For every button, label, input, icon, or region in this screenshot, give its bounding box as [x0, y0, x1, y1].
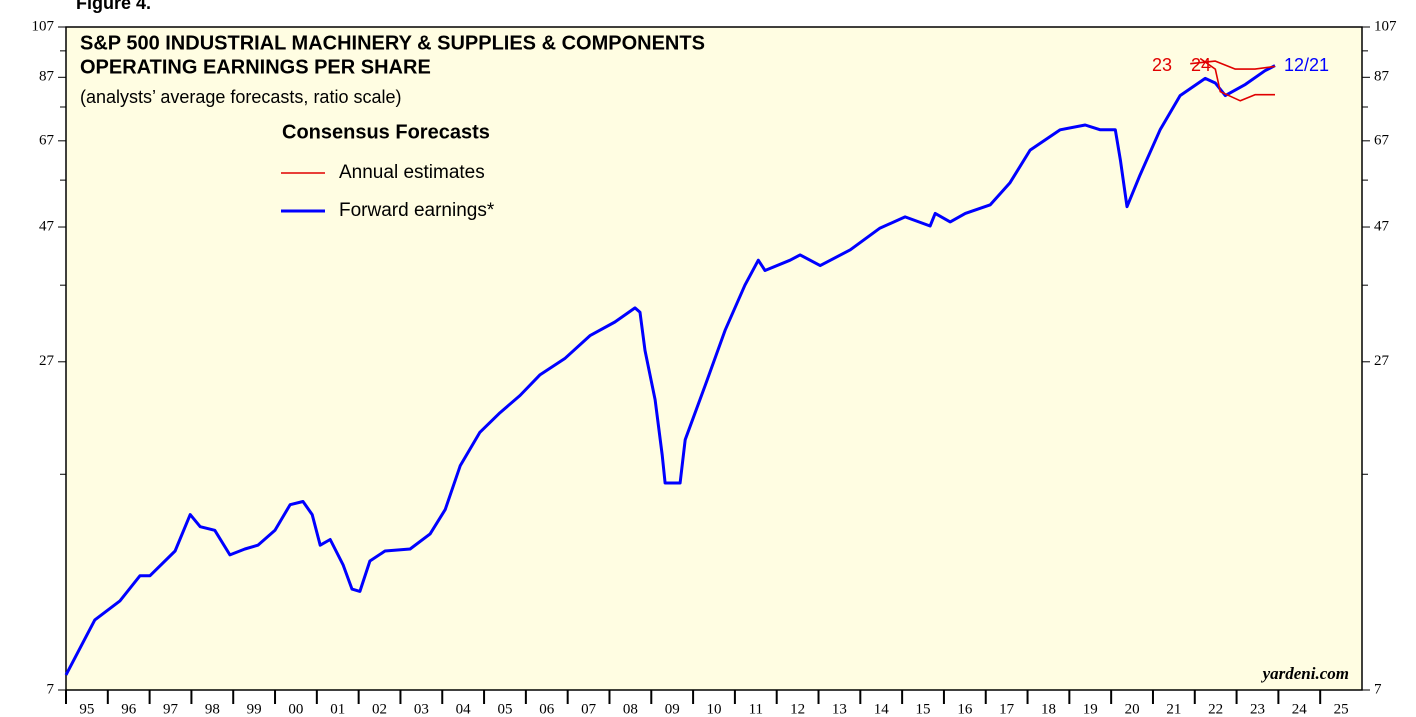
x-tick-label: 02: [372, 701, 387, 717]
x-tick-label: 03: [414, 701, 429, 717]
x-tick-label: 18: [1041, 701, 1056, 717]
y-tick-label: 7: [47, 681, 55, 697]
x-tick-label: 14: [874, 701, 890, 717]
x-tick-label: 98: [205, 701, 220, 717]
x-tick-label: 01: [330, 701, 345, 717]
x-tick-label: 19: [1083, 701, 1098, 717]
x-tick-label: 00: [288, 701, 303, 717]
y-tick-label: 87: [39, 69, 55, 85]
x-tick-label: 04: [456, 701, 472, 717]
x-tick-label: 99: [247, 701, 262, 717]
figure-label: Figure 4.: [76, 0, 151, 13]
y2-tick-label: 87: [1374, 69, 1390, 85]
legend-label: Forward earnings*: [339, 200, 495, 221]
chart-subtitle: (analysts’ average forecasts, ratio scal…: [80, 87, 401, 107]
x-tick-label: 13: [832, 701, 847, 717]
x-tick-label: 12: [790, 701, 805, 717]
y-tick-label: 47: [39, 218, 55, 234]
legend-title: Consensus Forecasts: [282, 121, 490, 143]
x-tick-label: 96: [121, 701, 137, 717]
series-label: 23: [1152, 55, 1172, 75]
series-line: [1190, 60, 1276, 70]
x-tick-label: 15: [916, 701, 931, 717]
x-tick-label: 97: [163, 701, 179, 717]
series-line: [1199, 57, 1275, 102]
x-tick-label: 09: [665, 701, 680, 717]
x-tick-label: 17: [999, 701, 1015, 717]
x-tick-label: 05: [497, 701, 512, 717]
chart-title: OPERATING EARNINGS PER SHARE: [80, 56, 431, 78]
x-tick-label: 23: [1250, 701, 1265, 717]
annotation: 12/21: [1284, 55, 1329, 75]
y2-tick-label: 7: [1374, 681, 1382, 697]
y2-tick-label: 27: [1374, 353, 1390, 369]
x-tick-label: 24: [1292, 701, 1308, 717]
source: yardeni.com: [1261, 664, 1349, 683]
chart-title: S&P 500 INDUSTRIAL MACHINERY & SUPPLIES …: [80, 32, 705, 54]
x-tick-label: 25: [1334, 701, 1349, 717]
series-label: 24: [1191, 55, 1211, 75]
x-tick-label: 10: [707, 701, 722, 717]
y2-tick-label: 107: [1374, 18, 1397, 34]
x-tick-label: 08: [623, 701, 638, 717]
legend-label: Annual estimates: [339, 162, 485, 183]
y2-tick-label: 67: [1374, 132, 1390, 148]
x-tick-label: 11: [749, 701, 763, 717]
x-tick-label: 20: [1125, 701, 1140, 717]
series-line: [64, 64, 1276, 676]
y-tick-label: 67: [39, 132, 55, 148]
y-tick-label: 27: [39, 353, 55, 369]
x-tick-label: 06: [539, 701, 555, 717]
x-tick-label: 16: [957, 701, 973, 717]
x-tick-label: 21: [1166, 701, 1181, 717]
y2-tick-label: 47: [1374, 218, 1390, 234]
x-tick-label: 22: [1208, 701, 1223, 717]
x-tick-label: 07: [581, 701, 597, 717]
y-tick-label: 107: [32, 18, 55, 34]
x-tick-label: 95: [79, 701, 94, 717]
